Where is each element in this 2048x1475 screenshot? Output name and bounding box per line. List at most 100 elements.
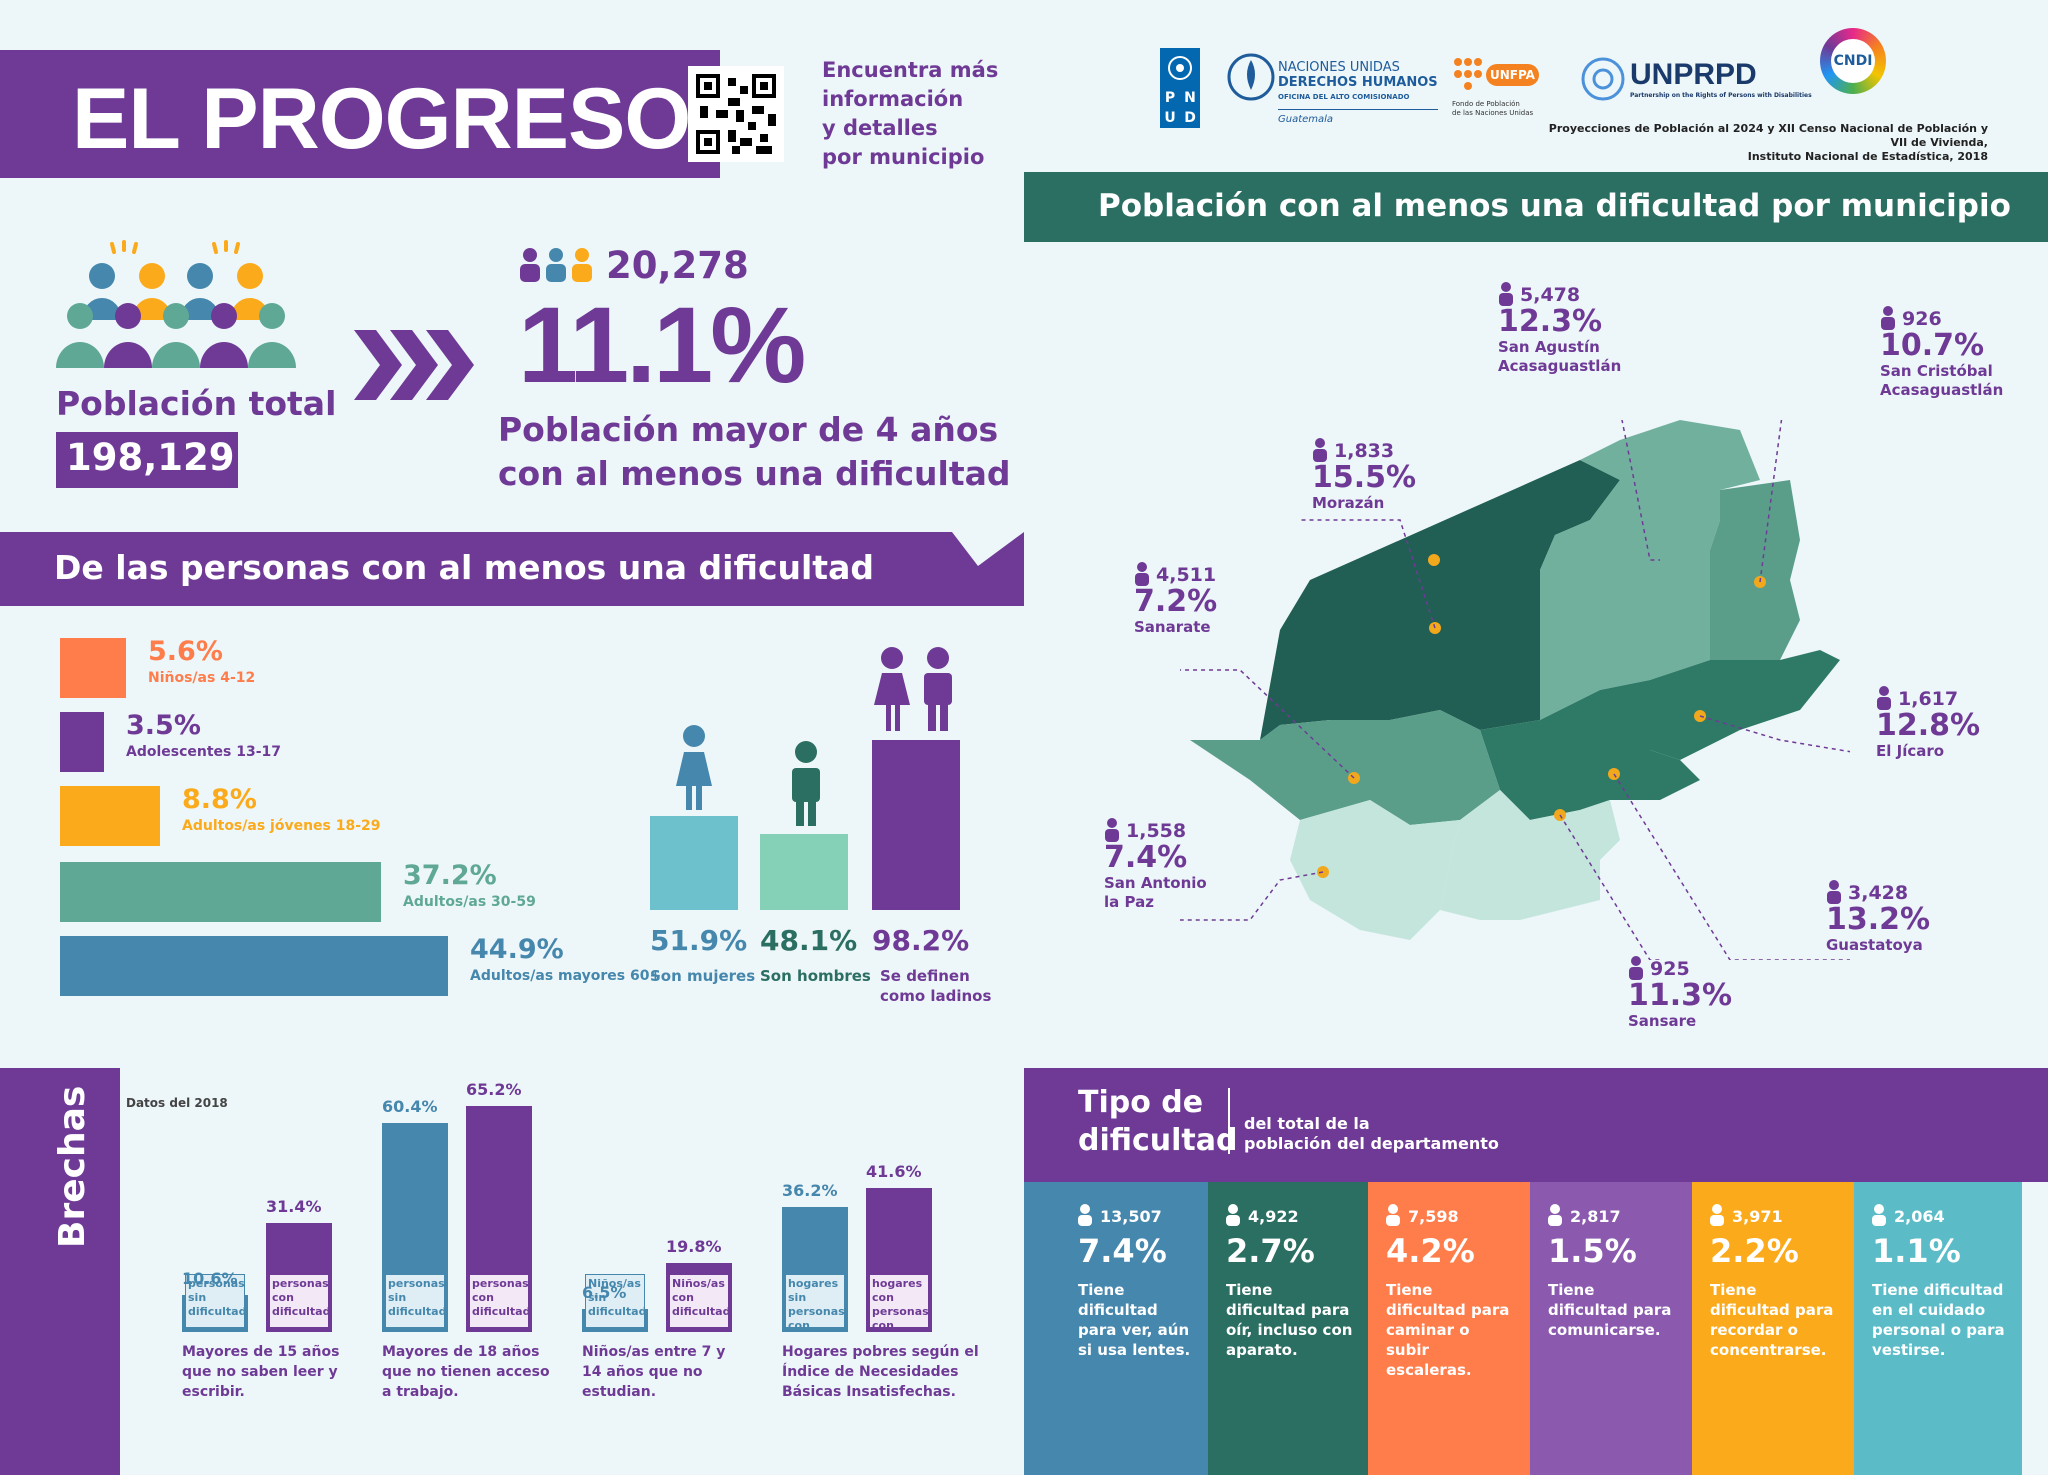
tipo-count: 3,971: [1732, 1207, 1783, 1226]
brechas-title: Brechas: [52, 1085, 93, 1248]
municipio-name: Guastatoya: [1826, 936, 1923, 954]
ohchr-logo: NACIONES UNIDAS DERECHOS HUMANOS OFICINA…: [1278, 60, 1438, 127]
tipo-percent: 4.2%: [1386, 1232, 1475, 1270]
municipio-count: 5,478: [1520, 284, 1581, 306]
qr-caption-line: Encuentra más: [822, 58, 999, 82]
brecha-caption-line: escribir.: [182, 1384, 245, 1400]
municipio-label: 3,428 13.2% Guastatoya: [1826, 880, 1930, 955]
municipio-name-2: la Paz: [1104, 893, 1154, 911]
brecha-caption: Niños/as entre 7 y 14 años que no estudian…: [582, 1342, 725, 1402]
map-region-san-agustin[interactable]: [1310, 420, 1760, 720]
municipio-percent: 7.2%: [1134, 584, 1218, 619]
population-total-value: 198,129: [56, 432, 238, 488]
tipo-description: Tiene dificultad para comunicarse.: [1548, 1281, 1672, 1339]
map-region-san-cristobal[interactable]: [1710, 480, 1800, 660]
map-region-sansare[interactable]: [1440, 790, 1620, 920]
municipio-name: Sanarate: [1134, 618, 1211, 636]
difficulty-percent: 11.1%: [518, 284, 806, 405]
municipio-count-row: 4,511: [1134, 562, 1217, 586]
map-region-guastatoya[interactable]: [1480, 680, 1700, 820]
municipio-count: 1,833: [1334, 440, 1395, 462]
section-title: De las personas con al menos una dificul…: [54, 548, 874, 587]
tipo-count-row: 2,064: [1872, 1204, 2008, 1226]
municipio-name: San Cristóbal: [1880, 362, 1993, 380]
brecha-tag-con: Niños/as con dificultad: [669, 1274, 729, 1328]
tipo-card: 13,507 7.4% Tiene dificultad para ver, aún…: [1024, 1182, 1208, 1475]
population-total-label: Población total: [56, 384, 337, 423]
municipio-count-row: 925: [1628, 956, 1732, 980]
gender-label-line: Se definen: [880, 967, 970, 985]
tipo-subtitle-line: población del departamento: [1244, 1134, 1499, 1153]
age-bar-label: Adultos/as jóvenes 18-29: [182, 818, 381, 834]
age-bar-label: Niños/as 4-12: [148, 670, 256, 686]
map-region-sanarate[interactable]: [1190, 710, 1500, 825]
unprpd-text: UNPRPD: [1630, 58, 1757, 91]
brecha-tag-con: personas con dificultad: [469, 1274, 529, 1328]
municipality-map: [1180, 420, 1850, 960]
map-region-san-antonio[interactable]: [1290, 800, 1460, 940]
tipo-subtitle: del total de la población del departamen…: [1244, 1114, 1499, 1154]
brecha-tag-sin: Niños/as sin dificultad: [585, 1274, 645, 1328]
tipo-percent: 1.1%: [1872, 1232, 1961, 1270]
municipio-count: 1,617: [1898, 688, 1959, 710]
brecha-caption-line: Mayores de 18 años: [382, 1344, 540, 1360]
tipo-description: Tiene dificultad para ver, aún si usa le…: [1078, 1281, 1191, 1359]
gender-label: Se definen como ladinos: [880, 966, 991, 1006]
brecha-caption: Mayores de 18 años que no tienen acceso a …: [382, 1342, 550, 1402]
brecha-caption-line: que no saben leer y: [182, 1364, 338, 1380]
brechas-sidebar: [0, 1068, 120, 1475]
municipio-count-row: 1,558: [1104, 818, 1207, 842]
municipio-count: 925: [1650, 958, 1690, 980]
gender-percent: 98.2%: [872, 924, 970, 957]
gender-label: Son hombres: [760, 967, 871, 985]
tipo-divider: [1228, 1088, 1230, 1154]
qr-code[interactable]: [688, 66, 784, 162]
brecha-pct-sin: 10.6%: [182, 1269, 238, 1288]
brecha-pct-sin: 36.2%: [782, 1181, 838, 1200]
ohchr-emblem-icon: [1227, 53, 1275, 101]
brecha-caption-line: Mayores de 15 años: [182, 1344, 340, 1360]
age-bar: [60, 712, 104, 772]
municipio-name: San Agustín: [1498, 338, 1600, 356]
brecha-pct-sin: 60.4%: [382, 1097, 438, 1116]
un-emblem-icon: [1581, 57, 1625, 101]
municipio-label: 925 11.3% Sansare: [1628, 956, 1732, 1031]
brecha-pct-sin: 6.5%: [582, 1283, 627, 1302]
municipio-label: 5,478 12.3% San Agustín Acasaguastlán: [1498, 282, 1621, 376]
gender-bar: [650, 816, 738, 910]
ohchr-text: OFICINA DEL ALTO COMISIONADO: [1278, 93, 1410, 101]
brecha-caption: Hogares pobres según el Índice de Necesid…: [782, 1342, 979, 1402]
brecha-tag-sin: personas sin dificultad: [185, 1274, 245, 1328]
municipio-count: 3,428: [1848, 882, 1909, 904]
pnud-letter: U: [1164, 110, 1176, 126]
municipio-percent: 12.8%: [1876, 708, 1981, 743]
tipo-description: Tiene dificultad en el cuidado personal …: [1872, 1281, 2005, 1359]
municipio-count: 1,558: [1126, 820, 1187, 842]
qr-caption-line: y detalles: [822, 116, 938, 140]
age-bar-percent: 44.9%: [470, 934, 564, 965]
pnud-letter: N: [1184, 90, 1196, 106]
age-bar-percent: 8.8%: [182, 784, 257, 815]
municipio-name-2: Acasaguastlán: [1498, 357, 1622, 375]
tipo-count: 2,817: [1570, 1207, 1621, 1226]
age-bar-label: Adultos/as 30-59: [403, 894, 536, 910]
age-bar-percent: 3.5%: [126, 710, 201, 741]
person-icon: [1226, 1204, 1240, 1226]
municipio-count: 926: [1902, 308, 1942, 330]
map-region-morazan[interactable]: [1260, 460, 1620, 740]
tipo-percent: 2.7%: [1226, 1232, 1315, 1270]
brecha-pct-con: 65.2%: [466, 1080, 522, 1099]
age-bar-label: Adolescentes 13-17: [126, 744, 282, 760]
brecha-tag-sin: personas sin dificultad: [385, 1274, 445, 1328]
municipio-name: El Jícaro: [1876, 742, 1945, 760]
age-bar-label: Adultos/as mayores 60+: [470, 968, 662, 984]
tipo-card: 2,064 1.1% Tiene dificultad en el cuidado …: [1854, 1182, 2022, 1475]
brecha-caption-line: Niños/as entre 7 y: [582, 1344, 726, 1360]
brecha-pct-con: 19.8%: [666, 1237, 722, 1256]
section-banner: [0, 532, 1024, 606]
municipio-count-row: 926: [1880, 306, 2003, 330]
tipo-percent: 1.5%: [1548, 1232, 1637, 1270]
page-title: EL PROGRESO: [72, 71, 691, 167]
map-region-el-jicaro[interactable]: [1650, 650, 1840, 760]
tipo-count-row: 3,971: [1710, 1204, 1840, 1226]
